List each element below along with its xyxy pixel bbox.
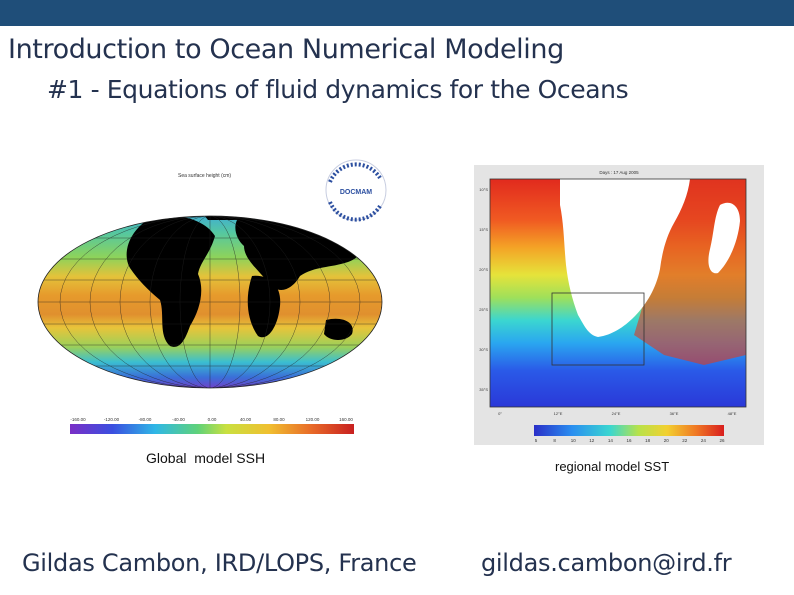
sst-lat-labels: 10°S 15°S 20°S 25°S 30°S 35°S bbox=[479, 187, 488, 392]
sst-colorbar-tick: 26 bbox=[719, 438, 725, 443]
sst-colorbar-tick: 18 bbox=[645, 438, 651, 443]
sst-colorbar bbox=[534, 425, 724, 436]
sst-lat-label: 35°S bbox=[479, 387, 488, 392]
ssh-colorbar-tick: 0.00 bbox=[208, 417, 217, 422]
sst-colorbar-tick: 12 bbox=[589, 438, 595, 443]
ssh-colorbar-ticks: -160.00 -120.00 -80.00 -40.00 0.00 40.00 80.00… bbox=[70, 417, 353, 422]
logo-text: DOCMAM bbox=[340, 189, 372, 196]
author-affiliation: Gildas Cambon, IRD/LOPS, France bbox=[22, 549, 417, 577]
odcam-logo: DOCMAM bbox=[325, 159, 387, 222]
author-email[interactable]: gildas.cambon@ird.fr bbox=[481, 549, 732, 577]
ssh-colorbar-tick: -120.00 bbox=[104, 417, 120, 422]
sst-colorbar-ticks: 5 8 10 12 14 16 18 20 22 24 26 bbox=[535, 438, 725, 443]
sst-colorbar-tick: 5 bbox=[535, 438, 538, 443]
ssh-map-title: Sea surface height (cm) bbox=[178, 173, 231, 179]
sst-colorbar-tick: 24 bbox=[701, 438, 707, 443]
caption-regional-sst: regional model SST bbox=[555, 459, 670, 474]
ssh-globe bbox=[38, 216, 382, 388]
slide-title: Introduction to Ocean Numerical Modeling bbox=[8, 34, 564, 65]
sst-lat-label: 30°S bbox=[479, 347, 488, 352]
global-ssh-map: Sea surface height (cm) DOCMAM bbox=[37, 159, 387, 434]
ssh-colorbar bbox=[70, 424, 354, 434]
sst-colorbar-tick: 16 bbox=[626, 438, 632, 443]
sst-colorbar-tick: 10 bbox=[571, 438, 577, 443]
ssh-colorbar-tick: 80.00 bbox=[273, 417, 285, 422]
sst-colorbar-tick: 20 bbox=[664, 438, 670, 443]
regional-sst-figure: Days : 17 Aug 2005 10°S 15°S 20°S 25°S 30°S 3… bbox=[474, 165, 764, 445]
sst-lat-label: 15°S bbox=[479, 227, 488, 232]
sst-lat-label: 20°S bbox=[479, 267, 488, 272]
sst-colorbar-tick: 22 bbox=[682, 438, 688, 443]
sst-lon-label: 24°E bbox=[612, 411, 621, 416]
ssh-colorbar-tick: -40.00 bbox=[172, 417, 185, 422]
ssh-colorbar-tick: 160.00 bbox=[339, 417, 353, 422]
sst-lon-labels: 0° 12°E 24°E 36°E 48°E bbox=[498, 411, 737, 416]
sst-colorbar-tick: 14 bbox=[608, 438, 614, 443]
ssh-colorbar-tick: 120.00 bbox=[306, 417, 320, 422]
slide-subtitle: #1 - Equations of fluid dynamics for the… bbox=[47, 75, 629, 104]
sst-lon-label: 36°E bbox=[670, 411, 679, 416]
sst-colorbar-tick: 8 bbox=[553, 438, 556, 443]
global-ssh-figure: Sea surface height (cm) DOCMAM bbox=[30, 150, 400, 440]
regional-sst-map: Days : 17 Aug 2005 10°S 15°S 20°S 25°S 30°S 3… bbox=[474, 165, 764, 445]
sst-lat-label: 25°S bbox=[479, 307, 488, 312]
ssh-colorbar-tick: -160.00 bbox=[70, 417, 86, 422]
sst-lon-label: 12°E bbox=[554, 411, 563, 416]
sst-lon-label: 48°E bbox=[728, 411, 737, 416]
caption-global-ssh: Global model SSH bbox=[146, 450, 266, 466]
sst-lon-label: 0° bbox=[498, 411, 502, 416]
sst-map-title: Days : 17 Aug 2005 bbox=[599, 170, 639, 175]
ssh-colorbar-tick: -80.00 bbox=[139, 417, 152, 422]
sst-field bbox=[489, 178, 747, 408]
sst-lat-label: 10°S bbox=[479, 187, 488, 192]
top-accent-bar bbox=[0, 0, 794, 26]
ssh-colorbar-tick: 40.00 bbox=[240, 417, 252, 422]
